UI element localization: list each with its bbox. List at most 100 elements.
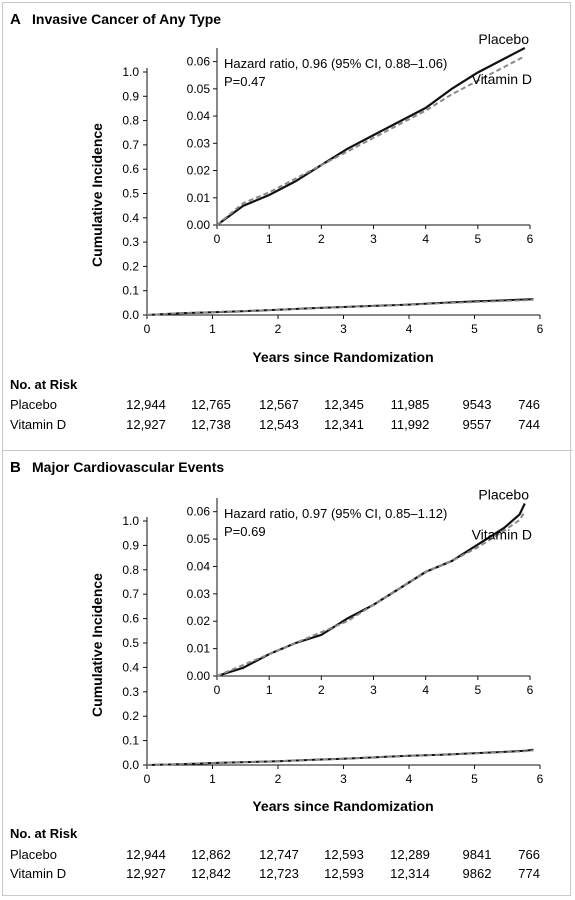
risk-cell: 11,992 [391,417,430,432]
inset-x-tick-label: 3 [370,683,377,697]
series-label-placebo: Placebo [478,486,529,502]
inset-x-tick-label: 0 [214,232,221,246]
risk-cell: 12,927 [126,417,166,432]
y-tick-label: 0.8 [122,563,139,577]
y-axis-label: Cumulative Incidence [89,573,105,717]
hazard-ratio-annotation: Hazard ratio, 0.97 (95% CI, 0.85–1.12) [224,506,447,521]
panel-letter: A [10,11,21,28]
y-tick-label: 0.9 [122,89,139,103]
y-tick-label: 0.7 [122,587,139,601]
y-tick-label: 0.3 [122,235,139,249]
risk-cell: 12,567 [259,397,299,412]
inset-x-tick-label: 6 [527,683,534,697]
panel-a: A Invasive Cancer of Any Type 0.00.10.20… [10,11,544,432]
panel-letter: B [10,459,21,476]
y-tick-label: 0.5 [122,636,139,650]
inset-series-line [216,511,526,677]
y-tick-label: 1.0 [122,514,139,528]
inset-y-tick-label: 0.03 [187,587,211,601]
risk-cell: 744 [518,417,540,432]
inset-x-tick-label: 2 [318,683,325,697]
inset-y-tick-label: 0.05 [187,532,211,546]
risk-cell: 9543 [463,397,492,412]
x-tick-label: 1 [209,772,216,786]
x-axis-label: Years since Randomization [252,349,433,365]
risk-table: Placebo 12,944 12,765 12,567 12,345 11,985 954… [10,397,540,432]
x-tick-label: 1 [209,322,216,336]
y-tick-label: 1.0 [122,65,139,79]
inset-y-tick-label: 0.02 [187,614,211,628]
risk-cell: 12,765 [191,397,231,412]
inset-series-line [216,47,526,226]
risk-cell: 9841 [463,847,492,862]
hazard-ratio-annotation: P=0.47 [224,74,266,89]
inset-y-tick-label: 0.01 [187,191,211,205]
inset-x-tick-label: 1 [266,683,273,697]
inset-axes: 0.00 0.01 0.02 0.03 0.04 0.05 0.06 0 1 2 3 4 5 6 Place… [187,31,534,246]
risk-cell: 12,593 [324,847,364,862]
x-tick-label: 0 [144,322,151,336]
risk-cell: 12,944 [126,847,166,862]
y-tick-label: 0.6 [122,162,139,176]
inset-y-tick-label: 0.04 [187,559,211,573]
x-tick-label: 6 [537,322,544,336]
risk-row-label: Placebo [10,397,57,412]
series-label-vitamin-d: Vitamin D [472,527,532,543]
risk-cell: 12,543 [259,417,299,432]
x-tick-label: 4 [406,772,413,786]
risk-cell: 12,927 [126,866,166,881]
inset-y-tick-label: 0.00 [187,669,211,683]
risk-cell: 12,341 [324,417,364,432]
x-axis-label: Years since Randomization [252,798,433,814]
risk-row-label: Placebo [10,847,57,862]
x-tick-label: 5 [471,322,478,336]
y-tick-label: 0.2 [122,709,139,723]
inset-x-tick-label: 4 [422,232,429,246]
main-axes: 0.0 0.1 0.2 0.3 0.4 0.5 0.6 0.7 0.8 0.9 1.0 0 1 2 3 4 5 6 [122,65,543,336]
inset-x-tick-label: 2 [318,232,325,246]
panel-divider [2,450,573,451]
inset-x-tick-label: 5 [474,683,481,697]
inset-x-tick-label: 6 [527,232,534,246]
risk-cell: 12,738 [191,417,231,432]
panel-b: B Major Cardiovascular Events 0.00.10.20… [10,459,544,881]
risk-cell: 11,985 [391,397,430,412]
y-tick-label: 0.5 [122,187,139,201]
x-tick-label: 0 [144,772,151,786]
x-tick-label: 2 [275,772,282,786]
risk-row-label: Vitamin D [10,866,66,881]
risk-table: Placebo 12,944 12,862 12,747 12,593 12,289 984… [10,847,540,881]
x-tick-label: 2 [275,322,282,336]
y-tick-label: 0.1 [122,284,139,298]
inset-x-tick-label: 4 [422,683,429,697]
risk-cell: 12,944 [126,397,166,412]
inset-y-tick-label: 0.01 [187,642,211,656]
y-tick-label: 0.7 [122,138,139,152]
inset-series-line [216,55,526,226]
inset-x-tick-label: 0 [214,683,221,697]
risk-cell: 12,314 [390,866,430,881]
y-tick-label: 0.2 [122,259,139,273]
inset-y-tick-label: 0.06 [187,55,211,69]
y-axis-label: Cumulative Incidence [89,123,105,267]
series-label-vitamin-d: Vitamin D [472,71,532,87]
risk-row-label: Vitamin D [10,417,66,432]
inset-y-tick-label: 0.06 [187,505,211,519]
risk-cell: 9862 [463,866,492,881]
inset-x-tick-label: 3 [370,232,377,246]
risk-cell: 12,345 [324,397,364,412]
panel-title: Major Cardiovascular Events [32,459,224,475]
risk-cell: 12,289 [390,847,430,862]
inset-y-tick-label: 0.02 [187,164,211,178]
risk-cell: 12,842 [191,866,231,881]
y-tick-label: 0.3 [122,685,139,699]
risk-cell: 9557 [463,417,492,432]
risk-cell: 12,593 [324,866,364,881]
risk-cell: 766 [518,847,540,862]
y-tick-label: 0.8 [122,114,139,128]
inset-y-tick-label: 0.05 [187,82,211,96]
risk-table-title: No. at Risk [10,377,78,392]
inset-x-tick-label: 5 [474,232,481,246]
